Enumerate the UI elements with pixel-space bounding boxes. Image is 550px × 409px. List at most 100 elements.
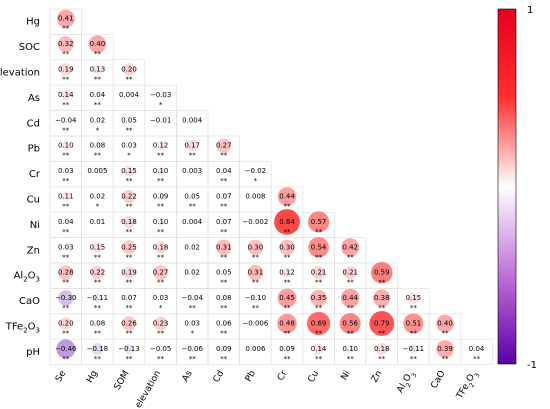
- correlation-circle: [125, 294, 133, 302]
- significance-stars: **: [94, 253, 102, 261]
- significance-stars: **: [157, 228, 165, 236]
- significance-stars: **: [378, 330, 386, 338]
- correlation-value: 0.31: [216, 243, 232, 251]
- significance-stars: **: [220, 253, 228, 261]
- significance-stars: *: [127, 152, 131, 160]
- correlation-value: 0.27: [153, 269, 169, 277]
- correlation-value: 0.12: [153, 142, 169, 150]
- significance-stars: **: [347, 355, 355, 363]
- correlation-circle: [339, 313, 361, 334]
- correlation-value: 0.18: [153, 243, 169, 251]
- correlation-value: 0.14: [58, 91, 74, 99]
- significance-stars: **: [220, 355, 228, 363]
- correlation-value: 0.79: [374, 320, 390, 328]
- correlation-circle: [156, 192, 165, 201]
- significance-stars: *: [159, 304, 163, 312]
- correlation-circle: [253, 168, 258, 174]
- correlation-value: 0.008: [245, 193, 265, 201]
- correlation-circle: [190, 168, 195, 174]
- grid-cell: [460, 338, 493, 365]
- correlation-value: 0.03: [58, 243, 74, 251]
- column-label: Al2O3: [395, 369, 418, 396]
- correlation-value: 0.84: [279, 218, 295, 226]
- significance-stars: **: [62, 76, 70, 84]
- correlation-circle: [253, 194, 258, 199]
- correlation-value: 0.10: [342, 345, 358, 353]
- correlation-circle: [95, 118, 100, 123]
- significance-stars: **: [378, 355, 386, 363]
- significance-stars: *: [96, 203, 100, 211]
- correlation-value: 0.40: [437, 320, 453, 328]
- correlation-value: 0.14: [311, 345, 327, 353]
- correlation-value: −0.13: [118, 345, 139, 353]
- correlation-value: 0.22: [121, 193, 137, 201]
- correlation-value: 0.07: [121, 294, 137, 302]
- correlation-value: 0.25: [121, 243, 137, 251]
- correlation-circle: [253, 321, 258, 326]
- correlation-circle: [88, 35, 107, 53]
- significance-stars: **: [220, 330, 228, 338]
- correlation-value: 0.23: [153, 320, 169, 328]
- correlation-value: −0.11: [403, 345, 424, 353]
- significance-stars: **: [410, 355, 418, 363]
- significance-stars: **: [252, 279, 260, 287]
- significance-stars: **: [126, 126, 134, 134]
- correlation-circle: [57, 36, 74, 53]
- significance-stars: **: [473, 355, 481, 363]
- correlation-value: 0.39: [437, 345, 453, 353]
- correlation-value: 0.17: [184, 142, 200, 150]
- significance-stars: **: [315, 279, 323, 287]
- correlation-value: 0.04: [216, 167, 232, 175]
- correlation-value: 0.21: [342, 269, 358, 277]
- column-label: Zn: [370, 369, 385, 384]
- correlation-circle: [155, 140, 166, 151]
- correlation-circle: [250, 293, 260, 303]
- significance-stars: **: [62, 177, 70, 185]
- correlation-value: 0.51: [406, 320, 422, 328]
- significance-stars: **: [442, 330, 450, 338]
- correlation-value: 0.48: [279, 320, 295, 328]
- correlation-circle: [63, 117, 69, 124]
- correlation-circle: [345, 344, 355, 354]
- colorbar-gradient: [497, 8, 517, 365]
- correlation-circle: [306, 311, 331, 336]
- significance-stars: **: [252, 253, 260, 261]
- correlation-value: 0.18: [121, 218, 137, 226]
- correlation-circle: [373, 289, 391, 307]
- correlation-value: 0.59: [374, 269, 390, 277]
- significance-stars: **: [410, 330, 418, 338]
- correlation-circle: [407, 292, 419, 304]
- correlation-value: 0.30: [279, 243, 295, 251]
- correlation-circle: [123, 165, 135, 177]
- correlation-value: −0.30: [55, 294, 76, 302]
- correlation-circle: [220, 269, 227, 276]
- column-label: Cd: [212, 369, 227, 384]
- correlation-circle: [277, 288, 297, 308]
- column-label: Se: [54, 369, 69, 384]
- correlation-value: 0.69: [311, 320, 327, 328]
- significance-stars: **: [62, 126, 70, 134]
- significance-stars: **: [189, 152, 197, 160]
- correlation-circle: [56, 9, 75, 28]
- significance-stars: **: [284, 304, 292, 312]
- column-label: TFe2O3: [455, 369, 482, 403]
- correlation-circle: [63, 219, 69, 225]
- significance-stars: **: [126, 228, 134, 236]
- correlation-circle: [156, 217, 166, 227]
- correlation-circle: [126, 92, 132, 98]
- correlation-circle: [94, 92, 101, 98]
- correlation-circle: [282, 344, 292, 354]
- significance-stars: **: [62, 152, 70, 160]
- column-label: CaO: [429, 369, 447, 390]
- correlation-circle: [216, 239, 232, 256]
- column-label: Ni: [340, 369, 353, 382]
- correlation-value: 0.44: [279, 193, 295, 201]
- correlation-circle: [123, 215, 135, 228]
- column-label: Cr: [276, 369, 290, 383]
- row-label: Cr: [29, 169, 41, 180]
- correlation-circle: [408, 344, 419, 354]
- significance-stars: **: [347, 253, 355, 261]
- significance-stars: **: [315, 355, 323, 363]
- significance-stars: **: [220, 228, 228, 236]
